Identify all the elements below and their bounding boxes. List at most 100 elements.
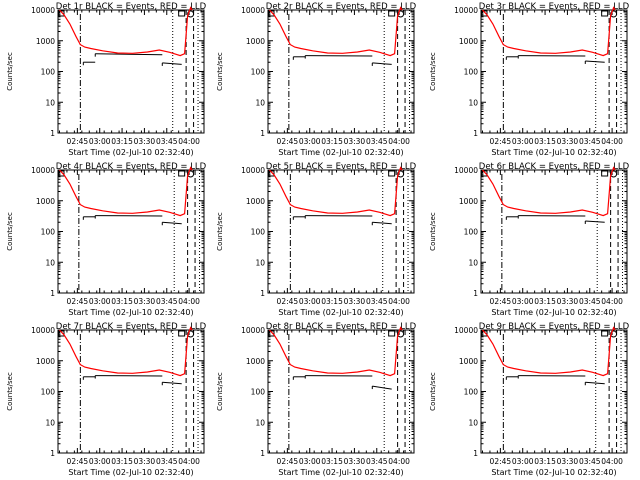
end-circle-marker (187, 170, 195, 178)
events-line-segment (585, 381, 605, 385)
end-box-marker (178, 170, 186, 177)
lld-line (269, 6, 403, 57)
y-axis-label: Counts/sec (429, 52, 437, 91)
y-tick-label: 1000 (459, 197, 478, 206)
end-circle-marker (397, 330, 405, 338)
y-tick-label: 10 (468, 258, 478, 267)
x-tick-label: 03:30 (557, 457, 579, 466)
y-tick-label: 10 (45, 258, 55, 267)
panel-title: Det 6r BLACK = Events, RED = LLD (479, 162, 630, 172)
start-box-marker (58, 10, 65, 17)
x-tick-label: 04:00 (601, 297, 623, 306)
y-tick-label: 10000 (454, 326, 478, 335)
y-tick-label: 1 (50, 129, 55, 138)
y-tick-label: 100 (41, 68, 56, 77)
x-tick-label: 04:00 (178, 137, 200, 146)
x-tick-label: 04:00 (388, 457, 410, 466)
y-tick-label: 100 (251, 68, 266, 77)
x-tick-label: 03:00 (512, 137, 534, 146)
x-axis-label: Start Time (02-Jul-10 02:32:40) (278, 148, 403, 157)
panel-det-9r: Det 9r BLACK = Events, RED = LLD Counts/s… (429, 322, 630, 477)
x-tick-label: 03:45 (156, 297, 178, 306)
y-axis-label: Counts/sec (6, 212, 14, 251)
panel-det-1r: Det 1r BLACK = Events, RED = LLD Counts/s… (6, 2, 207, 157)
y-tick-label: 10000 (454, 166, 478, 175)
start-box-marker (481, 330, 488, 337)
end-circle-marker (397, 10, 405, 18)
end-circle-marker (397, 170, 405, 178)
x-axis-label: Start Time (02-Jul-10 02:32:40) (68, 148, 193, 157)
y-tick-label: 100 (41, 388, 56, 397)
x-tick-label: 03:30 (134, 137, 156, 146)
y-tick-label: 1000 (36, 37, 55, 46)
panel-det-8r: Det 8r BLACK = Events, RED = LLD Counts/s… (216, 322, 417, 477)
x-axis-label: Start Time (02-Jul-10 02:32:40) (68, 308, 193, 317)
plot-frame (480, 169, 628, 294)
events-line-segment (162, 221, 182, 225)
x-tick-label: 02:45 (490, 137, 512, 146)
x-tick-label: 04:00 (388, 137, 410, 146)
plot-frame (267, 329, 415, 454)
lld-line (59, 326, 193, 377)
x-tick-label: 03:15 (321, 457, 343, 466)
y-tick-label: 100 (251, 228, 266, 237)
y-tick-label: 10000 (454, 6, 478, 15)
lld-line (59, 6, 193, 57)
x-tick-label: 03:00 (299, 137, 321, 146)
panel-title: Det 3r BLACK = Events, RED = LLD (479, 2, 630, 12)
end-box-marker (178, 330, 186, 337)
panel-det-2r: Det 2r BLACK = Events, RED = LLD Counts/s… (216, 2, 417, 157)
panel-title: Det 5r BLACK = Events, RED = LLD (266, 162, 417, 172)
y-axis-label: Counts/sec (429, 372, 437, 411)
y-tick-label: 1 (260, 289, 265, 298)
x-tick-label: 04:00 (601, 137, 623, 146)
x-tick-label: 02:45 (277, 457, 299, 466)
x-tick-label: 02:45 (67, 137, 89, 146)
panel-title: Det 8r BLACK = Events, RED = LLD (266, 322, 417, 332)
x-tick-label: 03:45 (579, 137, 601, 146)
x-axis-label: Start Time (02-Jul-10 02:32:40) (491, 148, 616, 157)
x-tick-label: 03:00 (512, 297, 534, 306)
x-tick-label: 03:00 (512, 457, 534, 466)
end-box-marker (601, 170, 609, 177)
events-line-segment (585, 60, 605, 63)
plot-frame (57, 169, 205, 294)
x-tick-label: 03:30 (557, 297, 579, 306)
y-tick-label: 1 (260, 449, 265, 458)
start-box-marker (268, 170, 275, 177)
events-line-segment (372, 385, 392, 390)
start-box-marker (268, 330, 275, 337)
end-box-marker (601, 330, 609, 337)
x-tick-label: 03:00 (299, 297, 321, 306)
x-tick-label: 02:45 (277, 137, 299, 146)
lld-line (269, 166, 403, 217)
y-tick-label: 10 (255, 98, 265, 107)
start-box-marker (481, 170, 488, 177)
panel-det-3r: Det 3r BLACK = Events, RED = LLD Counts/s… (429, 2, 630, 157)
events-line-segment (95, 53, 163, 56)
end-circle-marker (610, 330, 618, 338)
x-tick-label: 03:30 (344, 457, 366, 466)
end-circle-marker (610, 170, 618, 178)
y-tick-label: 100 (251, 388, 266, 397)
x-tick-label: 03:15 (321, 137, 343, 146)
x-axis-label: Start Time (02-Jul-10 02:32:40) (278, 308, 403, 317)
end-box-marker (388, 330, 396, 337)
lld-line (482, 166, 616, 217)
y-tick-label: 100 (464, 68, 479, 77)
x-tick-label: 03:30 (134, 457, 156, 466)
x-tick-label: 03:15 (534, 297, 556, 306)
x-tick-label: 03:00 (299, 457, 321, 466)
y-tick-label: 10 (45, 418, 55, 427)
panel-det-5r: Det 5r BLACK = Events, RED = LLD Counts/s… (216, 162, 417, 317)
y-axis-label: Counts/sec (216, 372, 224, 411)
y-tick-label: 10000 (31, 6, 55, 15)
panel-title: Det 1r BLACK = Events, RED = LLD (56, 2, 207, 12)
x-tick-label: 03:15 (111, 457, 133, 466)
start-box-marker (481, 10, 488, 17)
y-tick-label: 10000 (241, 6, 265, 15)
x-tick-label: 02:45 (277, 297, 299, 306)
x-tick-label: 02:45 (67, 457, 89, 466)
x-tick-label: 03:15 (111, 137, 133, 146)
